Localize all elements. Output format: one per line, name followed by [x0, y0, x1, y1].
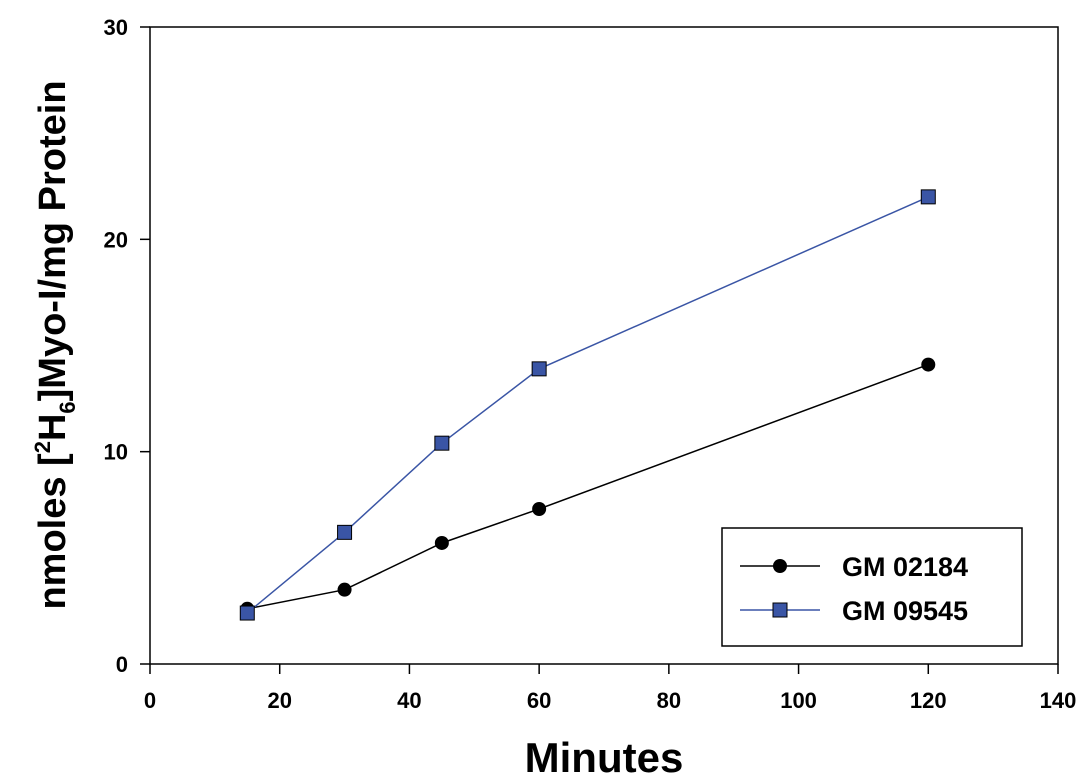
data-point-gm02184 — [434, 535, 449, 550]
y-tick-label: 0 — [116, 652, 128, 677]
y-tick-label: 10 — [104, 440, 128, 465]
legend-marker-gm09545 — [772, 602, 788, 618]
y-axis-title-sup: 2 — [30, 441, 55, 453]
plot-frame — [149, 26, 1059, 665]
x-tick-label: 0 — [144, 688, 156, 713]
x-tick-label: 60 — [527, 688, 551, 713]
x-axis-title: Minutes — [525, 734, 684, 778]
data-point-gm02184 — [337, 582, 352, 597]
data-point-gm09545 — [920, 189, 936, 205]
x-tick-label: 80 — [657, 688, 681, 713]
data-point-gm09545 — [337, 524, 353, 540]
data-point-gm09545 — [434, 435, 450, 451]
x-axis-ticks: 0 20 40 60 80 100 120 140 — [144, 664, 1076, 713]
y-tick-label: 30 — [104, 15, 128, 40]
y-axis-title-before: nmoles [ — [32, 453, 74, 610]
legend-label-gm09545: GM 09545 — [842, 596, 968, 626]
x-tick-label: 40 — [397, 688, 421, 713]
data-point-gm02184 — [921, 357, 936, 372]
legend-label-gm02184: GM 02184 — [842, 552, 968, 582]
y-axis-ticks: 0 10 20 30 — [104, 15, 150, 677]
y-tick-label: 20 — [104, 227, 128, 252]
x-tick-label: 20 — [267, 688, 291, 713]
x-tick-label: 120 — [910, 688, 947, 713]
legend-marker-gm02184 — [773, 559, 787, 573]
data-point-gm02184 — [532, 501, 547, 516]
legend-box — [721, 527, 1023, 647]
x-tick-label: 100 — [780, 688, 817, 713]
y-axis-title-mid: H — [32, 414, 74, 441]
x-tick-label: 140 — [1040, 688, 1077, 713]
y-axis-title-after: ]Myo-I/mg Protein — [32, 80, 74, 401]
series-layer — [239, 189, 936, 621]
y-axis-title-sub: 6 — [55, 401, 80, 413]
legend: GM 02184 GM 09545 — [721, 527, 1023, 647]
y-axis-title: nmoles [2H6]Myo-I/mg Protein — [30, 80, 80, 609]
data-point-gm09545 — [531, 361, 547, 377]
data-point-gm09545 — [239, 605, 255, 621]
